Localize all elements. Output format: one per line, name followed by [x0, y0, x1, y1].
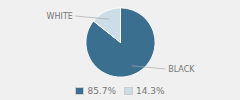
- svg-text:BLACK: BLACK: [168, 65, 195, 74]
- svg-text:WHITE: WHITE: [47, 12, 73, 21]
- html-text:14.3%: 14.3%: [136, 86, 165, 96]
- html-text:85.7%: 85.7%: [87, 86, 116, 96]
